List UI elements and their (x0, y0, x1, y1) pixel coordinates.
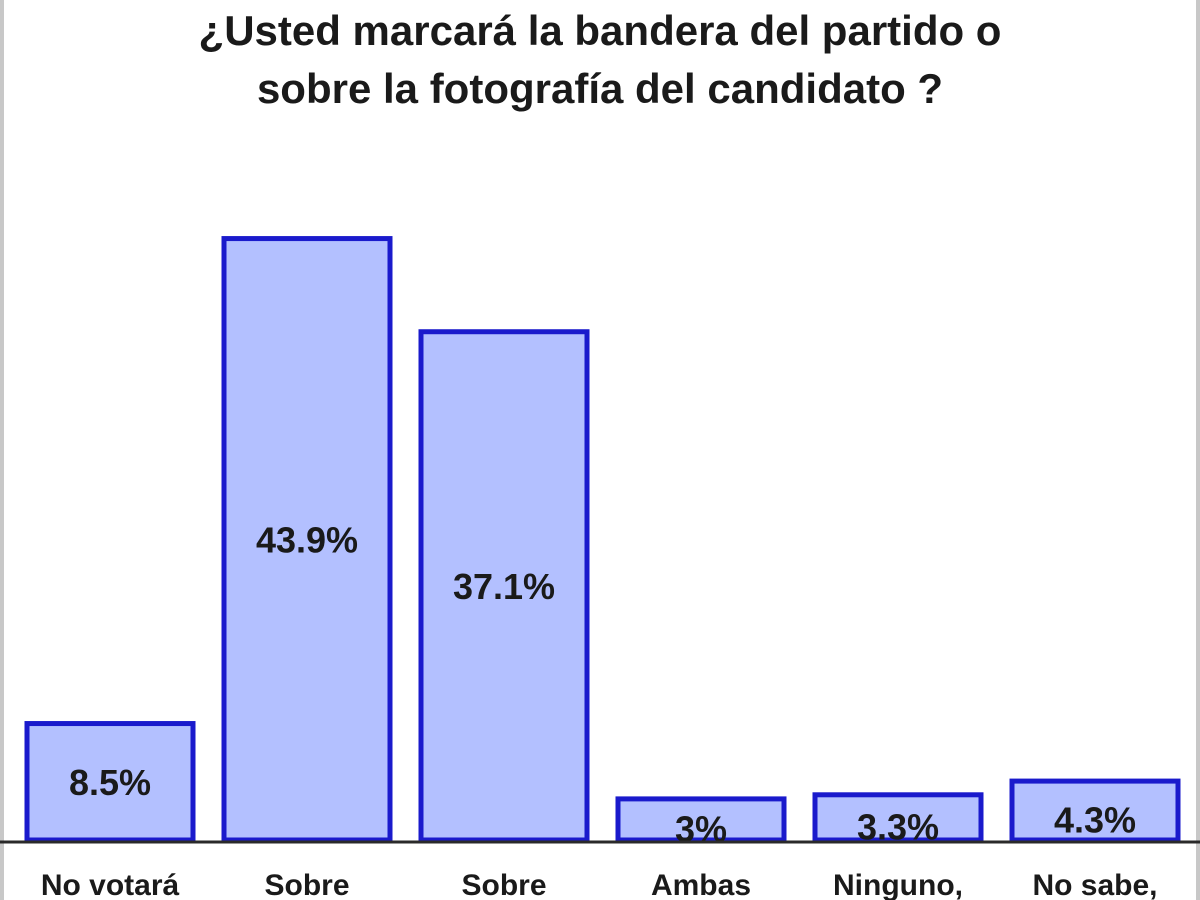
chart-title-line-2: sobre la fotografía del candidato ? (256, 65, 944, 112)
bar (221, 236, 393, 843)
chart-title: ¿Usted marcará la bandera del partido o … (40, 2, 1160, 118)
category-label: Sobre (461, 869, 546, 900)
data-label: 43.9% (256, 519, 358, 560)
chart-title-line-1: ¿Usted marcará la bandera del partido o (198, 7, 1002, 54)
bar (615, 796, 787, 843)
data-label: 8.5% (69, 762, 151, 803)
data-label: 37.1% (453, 566, 555, 607)
bar (418, 329, 590, 843)
frame-left-border (0, 0, 4, 900)
bar (24, 721, 196, 843)
category-label: Sobre (264, 869, 349, 900)
bar (1009, 778, 1181, 843)
frame-right-border (1196, 0, 1200, 900)
category-label: Ambas (651, 869, 751, 900)
category-label: Ninguno, (833, 869, 963, 900)
bar (812, 792, 984, 843)
category-label: No sabe, (1032, 869, 1157, 900)
data-label: 4.3% (1054, 800, 1136, 841)
category-label: No votará (41, 869, 180, 900)
